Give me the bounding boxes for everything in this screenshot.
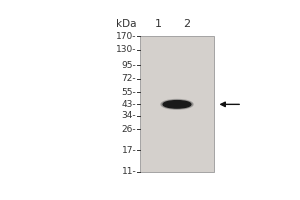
Text: 72-: 72- xyxy=(122,74,136,83)
Text: 43-: 43- xyxy=(122,100,136,109)
Text: 26-: 26- xyxy=(122,125,136,134)
Text: 11-: 11- xyxy=(122,167,136,176)
Ellipse shape xyxy=(163,101,191,108)
FancyBboxPatch shape xyxy=(140,36,214,172)
Ellipse shape xyxy=(167,102,188,107)
Text: 17-: 17- xyxy=(122,146,136,155)
Text: kDa: kDa xyxy=(116,19,136,29)
Ellipse shape xyxy=(161,100,193,109)
Text: 95-: 95- xyxy=(122,61,136,70)
Text: 130-: 130- xyxy=(116,45,136,54)
Text: 1: 1 xyxy=(155,19,162,29)
Text: 170-: 170- xyxy=(116,32,136,41)
Text: 55-: 55- xyxy=(122,88,136,97)
Ellipse shape xyxy=(170,102,184,106)
Text: 2: 2 xyxy=(183,19,190,29)
Text: 34-: 34- xyxy=(122,111,136,120)
